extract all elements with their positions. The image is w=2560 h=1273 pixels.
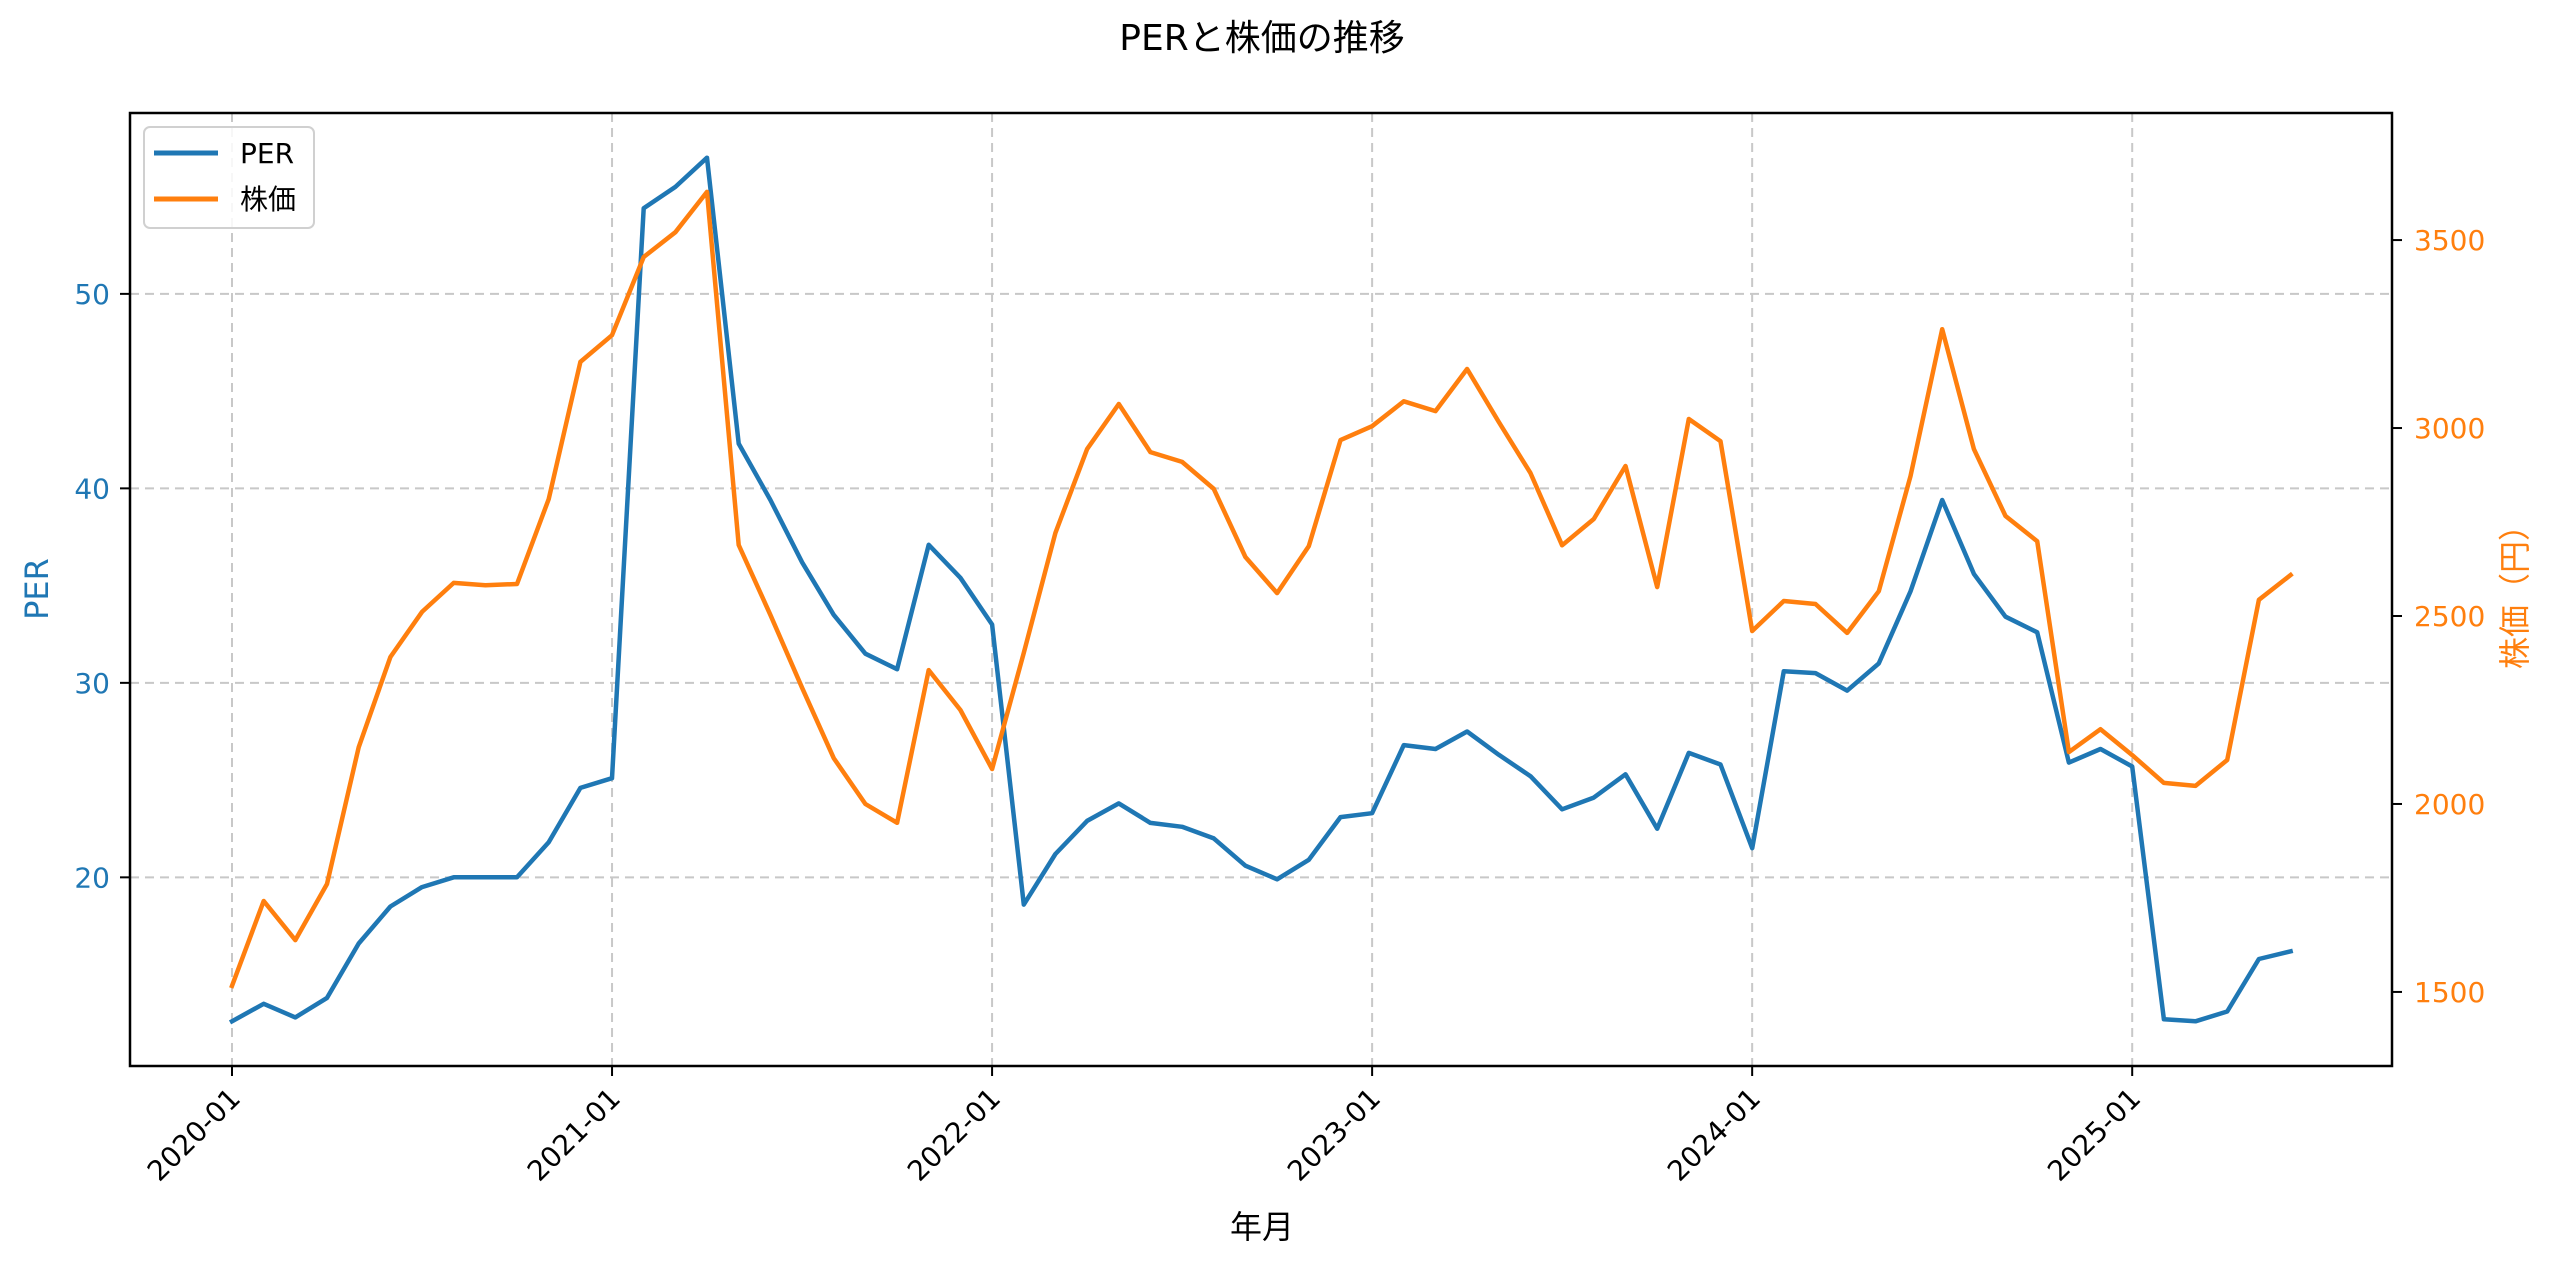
x-tick-label: 2025-01: [2041, 1082, 2147, 1188]
y-left-tick-label: 20: [74, 861, 110, 894]
price-line: [229, 189, 2294, 989]
y-right-tick-label: 3500: [2414, 224, 2485, 257]
y-left-tick-label: 40: [74, 472, 110, 505]
y-right-tick-label: 3000: [2414, 412, 2485, 445]
x-tick-label: 2020-01: [141, 1082, 247, 1188]
x-axis-ticks: 2020-01 2021-01 2022-01 2023-01 2024-01 2025-…: [141, 1066, 2147, 1188]
chart-title: PERと株価の推移: [1119, 18, 1404, 59]
x-tick-label: 2022-01: [901, 1082, 1007, 1188]
x-tick-label: 2024-01: [1661, 1082, 1767, 1188]
y-left-tick-label: 50: [74, 278, 110, 311]
legend-price-label: 株価: [240, 183, 296, 216]
plot-series: [228, 155, 2294, 1025]
y-left-tick-label: 30: [74, 667, 110, 700]
y-axis-right-label: 株価（円）: [2496, 509, 2534, 669]
legend: PER 株価: [143, 126, 315, 229]
legend-per-label: PER: [240, 137, 294, 170]
x-axis-label: 年月: [1230, 1208, 1294, 1246]
per-line: [228, 155, 2294, 1025]
grid-lines: [130, 113, 2392, 1066]
plot-frame: [128, 111, 2394, 1068]
y-axis-left-label: PER: [18, 558, 56, 620]
y-right-tick-label: 2500: [2414, 600, 2485, 633]
x-tick-label: 2023-01: [1281, 1082, 1387, 1188]
y-right-tick-label: 2000: [2414, 788, 2485, 821]
y-axis-left-ticks: 20 30 40 50: [74, 278, 130, 894]
x-tick-label: 2021-01: [521, 1082, 627, 1188]
y-axis-right-ticks: 1500 2000 2500 3000 3500: [2392, 224, 2485, 1009]
y-right-tick-label: 1500: [2414, 976, 2485, 1009]
